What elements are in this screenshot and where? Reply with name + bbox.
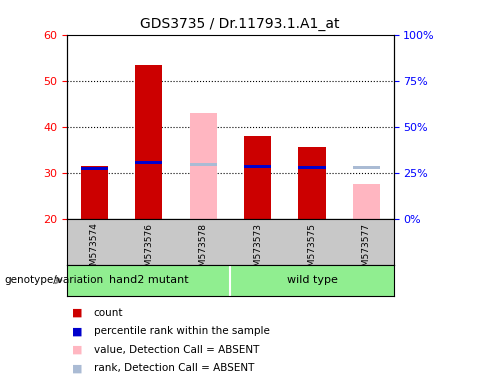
Text: wild type: wild type [287,275,337,285]
Bar [81,166,108,219]
Text: GSM573574: GSM573574 [90,223,99,278]
Bar [190,113,217,219]
Text: GSM573578: GSM573578 [199,223,208,278]
Text: ■: ■ [72,345,83,355]
Text: GSM573577: GSM573577 [362,223,371,278]
Text: genotype/variation: genotype/variation [5,275,104,285]
Text: hand2 mutant: hand2 mutant [109,275,189,285]
Bar [135,161,162,164]
Text: GSM573575: GSM573575 [308,223,316,278]
Text: ■: ■ [72,363,83,373]
Bar [67,265,230,296]
Bar [353,184,380,219]
Bar [135,65,162,219]
Bar [190,163,217,166]
Bar [353,166,380,169]
Bar [244,165,271,168]
Bar [244,136,271,219]
Text: GSM573573: GSM573573 [253,223,262,278]
Bar [81,167,108,170]
Text: rank, Detection Call = ABSENT: rank, Detection Call = ABSENT [94,363,254,373]
Text: count: count [94,308,123,318]
Text: value, Detection Call = ABSENT: value, Detection Call = ABSENT [94,345,259,355]
Bar [230,265,394,296]
Text: ■: ■ [72,308,83,318]
Text: percentile rank within the sample: percentile rank within the sample [94,326,269,336]
Bar [299,147,325,219]
Bar [299,166,325,169]
Text: GDS3735 / Dr.11793.1.A1_at: GDS3735 / Dr.11793.1.A1_at [140,17,340,31]
Text: GSM573576: GSM573576 [144,223,153,278]
Text: ■: ■ [72,326,83,336]
